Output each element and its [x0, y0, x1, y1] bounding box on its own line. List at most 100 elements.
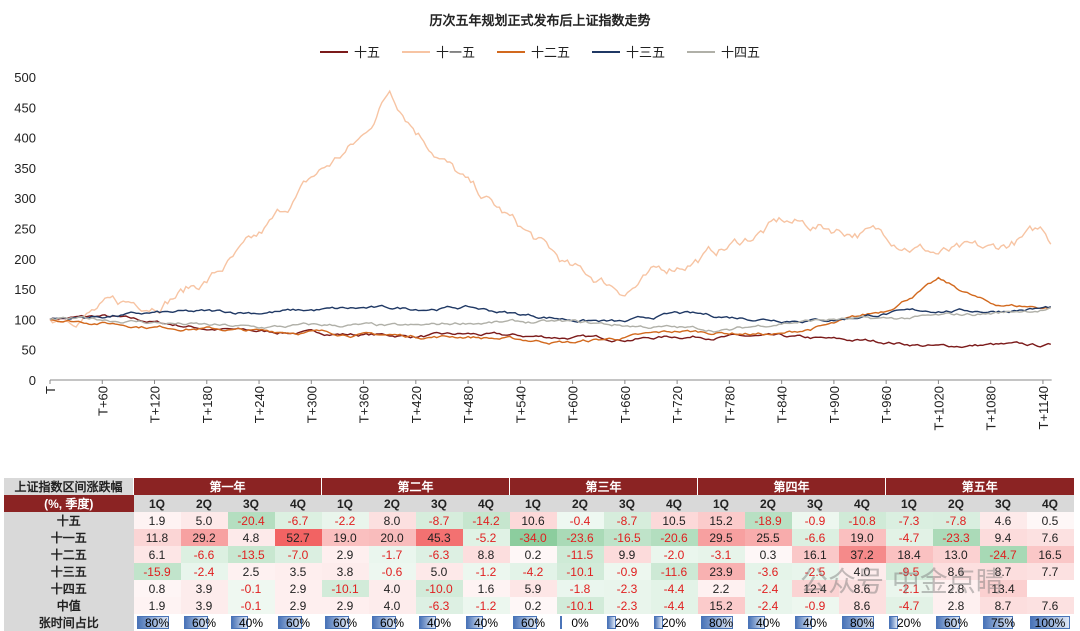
return-cell: 0.3 [744, 546, 792, 563]
x-tick-label: T+840 [775, 386, 790, 423]
quarter-header: 2Q [368, 495, 416, 512]
x-tick-label: T+360 [357, 386, 372, 423]
year-header: 第三年 [509, 478, 698, 495]
return-cell: -1.2 [462, 597, 510, 614]
return-cell: -2.1 [885, 580, 933, 597]
legend-swatch [401, 50, 430, 53]
return-cell: 3.9 [180, 580, 228, 597]
row-label: 十五 [4, 512, 134, 529]
year-header: 第五年 [885, 478, 1074, 495]
x-tick-label: T+900 [827, 386, 842, 423]
return-cell: -3.6 [744, 563, 792, 580]
return-cell: -4.2 [509, 563, 557, 580]
return-cell: -6.6 [791, 529, 839, 546]
y-tick-label: 50 [22, 343, 36, 358]
x-tick-label: T+600 [566, 386, 581, 423]
table-row: 十四五 0.8 3.9 -0.1 2.9 -10.1 4.0 -10.0 1.6 5.9 -1.8-… [4, 580, 1074, 597]
series-line-2 [49, 276, 1052, 345]
x-tick-label: T+60 [95, 386, 110, 416]
return-cell: -14.2 [462, 512, 510, 529]
legend-item: 十四五 [687, 42, 760, 61]
y-tick-label: 500 [14, 70, 36, 85]
quarter-header: 3Q [979, 495, 1027, 512]
return-cell: -1.8 [556, 580, 604, 597]
return-cell: 3.5 [274, 563, 322, 580]
series-line-4 [49, 306, 1052, 333]
year-header: 第四年 [697, 478, 886, 495]
return-cell: -6.6 [180, 546, 228, 563]
quarter-header: 3Q [227, 495, 275, 512]
return-cell: 6.1 [133, 546, 181, 563]
return-cell: -2.2 [321, 512, 369, 529]
quarter-header: 4Q [1026, 495, 1074, 512]
y-tick-label: 300 [14, 191, 36, 206]
quarter-header: 2Q [180, 495, 228, 512]
series-line-1 [49, 89, 1052, 328]
x-tick-label: T+240 [252, 386, 267, 423]
y-tick-label: 0 [29, 373, 36, 388]
return-cell: -10.1 [321, 580, 369, 597]
return-cell: -2.4 [744, 580, 792, 597]
return-cell: 5.0 [415, 563, 463, 580]
return-cell: 0.2 [509, 546, 557, 563]
return-cell: -16.5 [603, 529, 651, 546]
return-cell: -1.2 [462, 563, 510, 580]
return-cell: 9.9 [603, 546, 651, 563]
return-cell: 0.5 [1026, 512, 1074, 529]
return-cell: 10.6 [509, 512, 557, 529]
quarter-header: 1Q [697, 495, 745, 512]
return-cell: -2.4 [180, 563, 228, 580]
quarter-header: 3Q [415, 495, 463, 512]
return-cell: -11.6 [650, 563, 698, 580]
return-cell: -5.2 [462, 529, 510, 546]
return-cell: 16.1 [791, 546, 839, 563]
return-cell: -6.3 [415, 597, 463, 614]
legend-item: 十三五 [592, 42, 665, 61]
y-tick-label: 350 [14, 161, 36, 176]
return-cell: -20.4 [227, 512, 275, 529]
return-cell: -4.4 [650, 597, 698, 614]
y-tick-label: 400 [14, 131, 36, 146]
return-cell: -6.7 [274, 512, 322, 529]
return-cell: -2.3 [603, 580, 651, 597]
line-chart: 0 50 100 150 200 250 300 350 400 450 500 T T+60 T+120… [14, 70, 1052, 430]
return-cell: 15.2 [697, 512, 745, 529]
legend-swatch [496, 50, 525, 53]
quarter-header: 3Q [791, 495, 839, 512]
return-cell: 8.6 [838, 580, 886, 597]
x-tick-label: T+540 [513, 386, 528, 423]
return-cell: 4.8 [227, 529, 275, 546]
quarter-header: 4Q [838, 495, 886, 512]
return-cell: -23.6 [556, 529, 604, 546]
return-cell: 15.2 [697, 597, 745, 614]
row-label: 十三五 [4, 563, 134, 580]
return-cell: 2.9 [321, 546, 369, 563]
return-cell [1026, 580, 1074, 597]
return-cell: -2.3 [603, 597, 651, 614]
return-cell: -0.6 [368, 563, 416, 580]
return-cell: 2.9 [321, 597, 369, 614]
return-cell: -13.5 [227, 546, 275, 563]
return-cell: 4.0 [368, 580, 416, 597]
series-line-0 [49, 314, 1051, 349]
return-cell: -0.9 [603, 563, 651, 580]
quarter-header: 2Q [744, 495, 792, 512]
y-tick-label: 150 [14, 282, 36, 297]
return-cell: 45.3 [415, 529, 463, 546]
return-cell: 29.2 [180, 529, 228, 546]
return-cell: -2.0 [650, 546, 698, 563]
legend: 十五 十一五 十二五 十三五 十四五 [0, 42, 1080, 61]
return-cell: 19.0 [321, 529, 369, 546]
return-cell: 8.6 [932, 563, 980, 580]
quarter-header: 1Q [133, 495, 181, 512]
x-tick-label: T+300 [304, 386, 319, 423]
return-cell: 3.8 [321, 563, 369, 580]
return-cell: -34.0 [509, 529, 557, 546]
quarter-header: 2Q [932, 495, 980, 512]
legend-swatch [687, 50, 716, 53]
year-header: 第二年 [321, 478, 510, 495]
return-cell: -0.1 [227, 580, 275, 597]
quarter-header: 4Q [650, 495, 698, 512]
return-cell: -18.9 [744, 512, 792, 529]
return-cell: 2.5 [227, 563, 275, 580]
